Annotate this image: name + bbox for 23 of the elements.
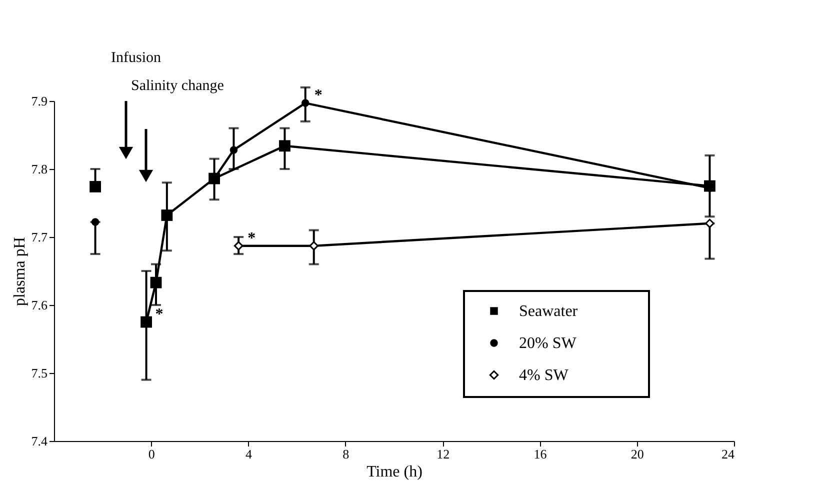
x-tick-label: 16 (534, 446, 548, 462)
text: Salinity change (131, 78, 224, 94)
x-axis-title: Time (h) (366, 464, 422, 480)
legend-label: 4% SW (519, 367, 570, 384)
annotation: * (155, 306, 164, 323)
x-tick-label: 4 (246, 446, 253, 462)
y-tick-label: 7.8 (31, 162, 48, 176)
legend-label: Seawater (519, 303, 578, 320)
y-tick-label: 7.5 (31, 366, 48, 380)
x-tick-label: 8 (342, 446, 350, 462)
x-tick-label: 24 (722, 446, 735, 462)
annotation: * (248, 230, 256, 247)
x-tick-label: 0 (148, 446, 155, 462)
y-tick-label: 7.7 (31, 230, 48, 244)
legend-label: 20% SW (519, 335, 578, 352)
x-tick-label: 20 (630, 446, 644, 462)
y-axis-title: plasma pH (11, 236, 28, 306)
y-tick-label: 7.9 (31, 94, 48, 108)
y-tick-label: 7.4 (31, 434, 48, 448)
x-tick-label: 12 (436, 446, 450, 462)
text: Infusion (111, 50, 162, 66)
annotation: * (314, 87, 322, 104)
y-tick-label: 7.6 (31, 298, 48, 312)
